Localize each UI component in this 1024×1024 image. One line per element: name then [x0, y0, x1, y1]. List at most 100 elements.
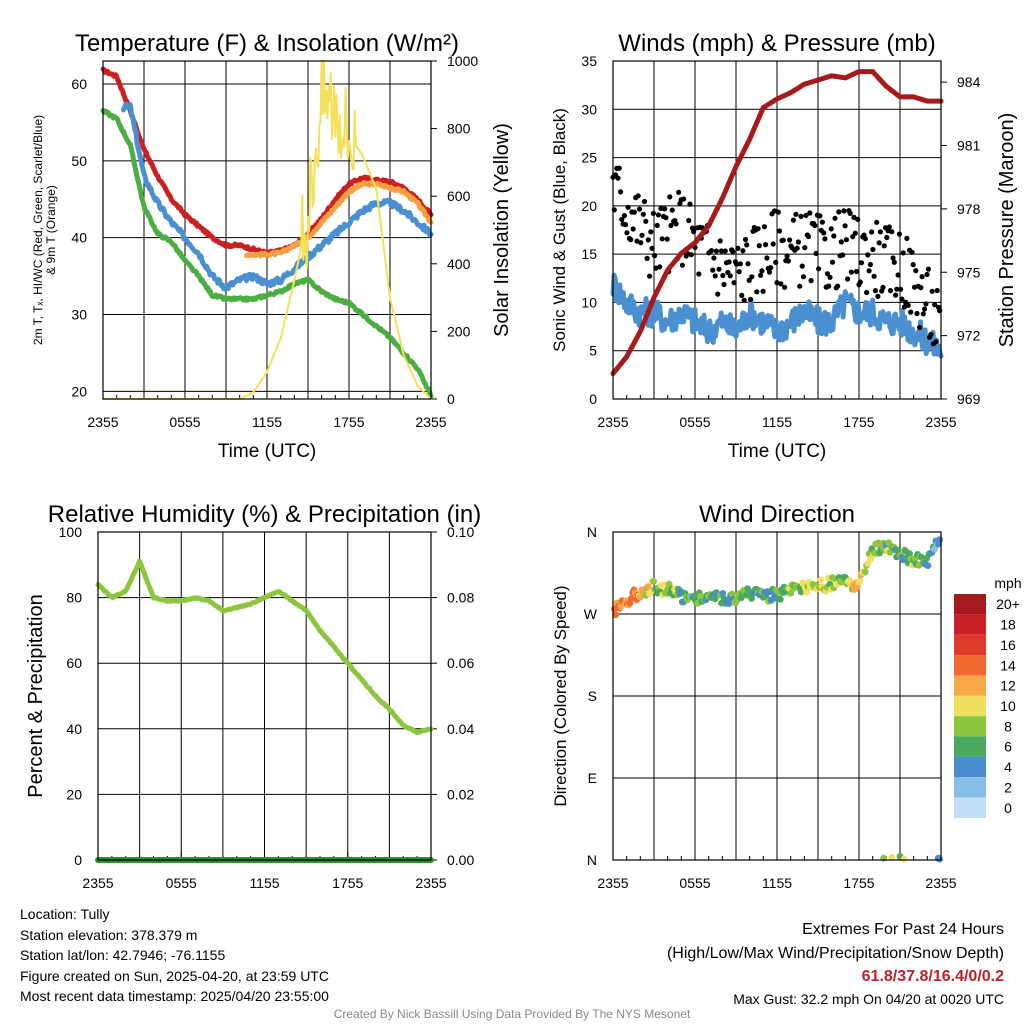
colorbar-swatch [954, 655, 986, 676]
y-tick-label-right: 984 [957, 74, 981, 90]
y-tick-label-right: 0.10 [447, 524, 474, 540]
gust-point [643, 218, 649, 224]
x-tick-label: 2355 [415, 414, 446, 430]
y-tick-label-right: 0.00 [447, 852, 474, 868]
recent-label: Most recent data timestamp: 2025/04/20 2… [20, 988, 329, 1004]
colorbar-label: 4 [1004, 759, 1012, 775]
gust-point [712, 273, 718, 279]
gust-point [688, 252, 694, 258]
gust-point [929, 288, 935, 294]
gust-point [848, 269, 855, 275]
colorbar-label: 14 [1000, 657, 1016, 673]
gust-point [691, 229, 697, 235]
gust-point [828, 226, 834, 232]
colorbar-label: 0 [1004, 800, 1012, 816]
gust-point [716, 266, 722, 272]
gust-point [895, 272, 901, 278]
gust-point [865, 252, 871, 258]
gust-point [619, 216, 625, 223]
panel-title: Winds (mph) & Pressure (mb) [618, 30, 935, 57]
gust-point [798, 213, 804, 219]
gust-point [756, 243, 762, 249]
gust-point [727, 273, 733, 279]
gust-point [826, 283, 832, 289]
colorbar-label: 10 [1000, 698, 1016, 714]
gust-point [889, 229, 895, 235]
y-axis-label: Percent & Precipitation [25, 594, 47, 797]
gust-point [644, 255, 650, 261]
gust-point [773, 259, 779, 265]
gust-point [840, 252, 846, 258]
station-info: Location: Tully Station elevation: 378.3… [20, 904, 329, 1007]
y-tick-label-right: 200 [447, 323, 471, 339]
gust-point [654, 222, 660, 228]
gust-point [615, 175, 621, 181]
gust-point [686, 217, 692, 224]
gust-point [785, 258, 792, 264]
colorbar-label: 12 [1000, 678, 1016, 694]
gust-point [893, 292, 899, 298]
gust-point [718, 248, 725, 254]
gust-point [641, 198, 648, 205]
direction-point [628, 595, 635, 602]
direction-point [936, 536, 944, 543]
gust-point [787, 237, 793, 243]
x-tick-label: 1155 [762, 414, 792, 430]
gust-point [618, 189, 624, 195]
gust-point [721, 281, 727, 288]
location-label: Location: Tully [20, 906, 110, 922]
gust-point [896, 231, 903, 237]
y-axis-label: & 9m T (Orange) [44, 185, 58, 275]
y-tick-label: 20 [581, 198, 597, 214]
gust-point [731, 280, 737, 286]
gust-point [800, 274, 807, 280]
direction-point [856, 577, 864, 585]
gust-point [813, 250, 819, 257]
series-line-scarlet-blue [121, 101, 434, 292]
gust-point [639, 232, 645, 238]
gust-point [720, 272, 726, 279]
direction-point [886, 549, 894, 556]
gust-point [764, 255, 770, 261]
gust-point [780, 237, 786, 243]
x-tick-label: 1155 [249, 875, 279, 891]
panel-frame [97, 531, 432, 861]
gust-point [760, 288, 766, 294]
gust-point [658, 205, 664, 211]
panel-frame [612, 60, 942, 400]
gust-point [898, 286, 904, 292]
y-tick-label: 30 [581, 101, 597, 117]
y-tick-label: 20 [66, 786, 82, 802]
gust-point [631, 209, 638, 215]
gust-point [871, 273, 877, 279]
y-tick-label: 60 [71, 76, 87, 92]
colorbar-label: 8 [1004, 718, 1012, 734]
gust-point [866, 268, 872, 274]
y-tick-label: 40 [71, 230, 87, 246]
extremes-subtitle: (High/Low/Max Wind/Precipitation/Snow De… [666, 944, 1004, 962]
x-tick-label: 0555 [679, 414, 710, 430]
y-axis-label-right: Station Pressure (Maroon) [996, 113, 1018, 348]
gust-point [900, 250, 906, 256]
y-tick-label: 25 [581, 150, 597, 166]
gust-point [822, 236, 828, 242]
gust-point [775, 209, 781, 215]
gust-point [621, 213, 628, 219]
y-tick-label-right: 0.04 [447, 721, 474, 737]
direction-point [906, 550, 913, 557]
gust-point [909, 249, 915, 255]
gust-point [776, 228, 783, 234]
gust-point [759, 268, 765, 274]
gust-point [857, 279, 863, 285]
gust-point [713, 248, 720, 254]
gust-point [923, 301, 929, 307]
gust-point [638, 240, 644, 246]
series-line-9m-t [244, 180, 434, 259]
gust-point [816, 266, 822, 272]
gust-point [934, 287, 940, 294]
direction-point [924, 562, 932, 569]
series-line-td [100, 108, 434, 399]
y-tick-label-right: 0.08 [447, 590, 474, 606]
x-tick-label: 1155 [252, 414, 282, 430]
x-tick-label: 2355 [87, 414, 118, 430]
